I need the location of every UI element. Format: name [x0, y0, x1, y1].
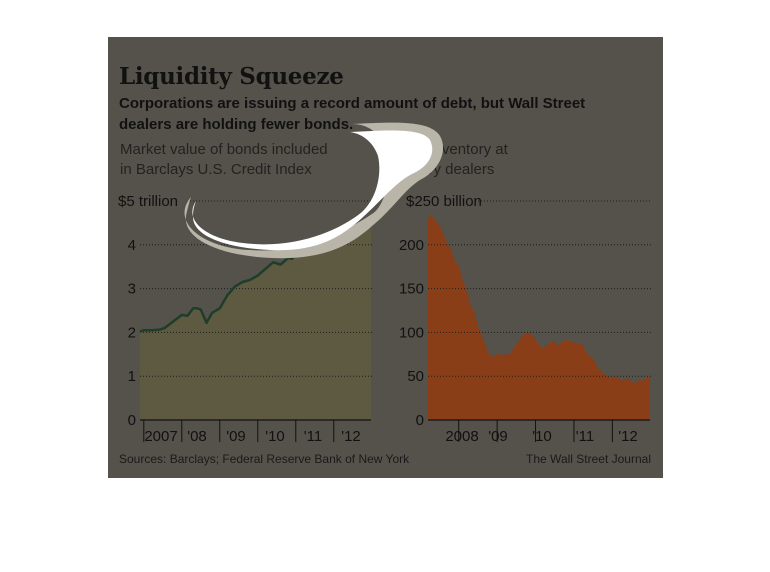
x-tick-label: '09 — [488, 428, 508, 445]
x-tick-label: '10 — [265, 428, 285, 445]
scribble-fill — [192, 130, 433, 251]
y-tick-label: 1 — [128, 368, 136, 385]
y-tick-label: $250 billion — [406, 193, 482, 210]
y-tick-label: 50 — [407, 368, 424, 385]
x-tick-label: '09 — [226, 428, 246, 445]
y-tick-label: 100 — [399, 324, 424, 341]
y-tick-label: 0 — [128, 412, 136, 429]
scribble-overlay — [184, 122, 444, 259]
y-tick-label: 200 — [399, 237, 424, 254]
y-tick-label: $5 trillion — [118, 193, 178, 210]
x-tick-label: '11 — [576, 428, 594, 445]
x-tick-label: '11 — [304, 428, 322, 445]
bond-market-value-line — [139, 241, 327, 333]
bond-inventory-area — [428, 214, 650, 420]
left-chart-label-line-2: in Barclays U.S. Credit Index — [120, 161, 312, 178]
source-note: Sources: Barclays; Federal Reserve Bank … — [119, 452, 410, 466]
y-tick-label: 4 — [128, 237, 136, 254]
x-tick-label: '08 — [187, 428, 207, 445]
x-tick-label: 2007 — [144, 428, 177, 445]
x-tick-label: '12 — [618, 428, 638, 445]
subtitle-line-2: dealers are holding fewer bonds. — [119, 116, 354, 133]
x-tick-label: 2008 — [445, 428, 478, 445]
left-chart-label-line-1: Market value of bonds included — [120, 141, 328, 158]
y-tick-label: 150 — [399, 281, 424, 298]
chart-title: Liquidity Squeeze — [119, 63, 344, 90]
x-tick-label: '10 — [532, 428, 552, 445]
x-tick-label: '12 — [341, 428, 361, 445]
bond-market-value-area — [140, 220, 371, 420]
publisher-credit: The Wall Street Journal — [526, 452, 651, 466]
y-tick-label: 3 — [128, 281, 136, 298]
subtitle-line-1: Corporations are issuing a record amount… — [119, 95, 586, 112]
y-tick-label: 2 — [128, 324, 136, 341]
y-tick-label: 0 — [416, 412, 424, 429]
